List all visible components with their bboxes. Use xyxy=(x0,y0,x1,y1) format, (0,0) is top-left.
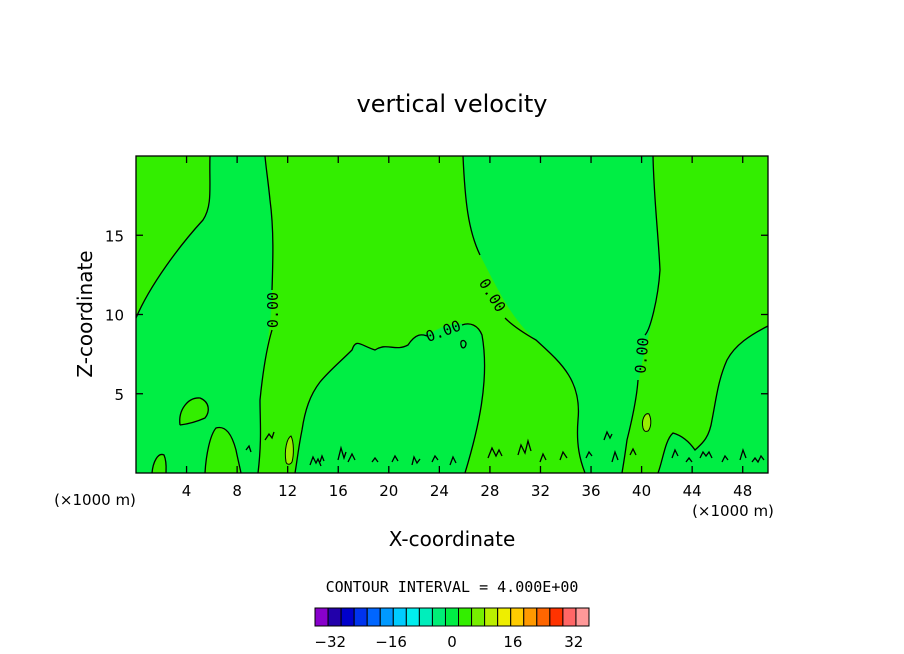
contour-center-mid xyxy=(294,323,486,474)
contour-patch-c xyxy=(151,453,167,474)
x-tick-label: 28 xyxy=(480,482,499,500)
contour-center-left xyxy=(257,155,274,474)
contour-patch-a xyxy=(179,397,209,426)
plot-area: 0.00 0.00 0.00 0.00 xyxy=(135,155,769,474)
colorbar-swatch xyxy=(327,607,342,627)
contour-center-top xyxy=(462,155,586,474)
colorbar-tick-label: 16 xyxy=(503,633,522,651)
colorbar xyxy=(314,607,590,627)
colorbar-swatch xyxy=(484,607,499,627)
colorbar-swatch xyxy=(379,607,394,627)
contour-small-loop xyxy=(460,339,467,349)
contour-left xyxy=(135,155,211,319)
colorbar-swatch xyxy=(353,607,368,627)
x-tick-label: 12 xyxy=(278,482,297,500)
x-tick-label: 40 xyxy=(632,482,651,500)
y-tick-label: 15 xyxy=(105,227,124,245)
contour-right xyxy=(621,155,661,474)
region-w-positive-patch-a xyxy=(179,397,209,425)
x-tick-label: 24 xyxy=(430,482,449,500)
x-tick-label: 20 xyxy=(379,482,398,500)
contour-label-4: 0.00 xyxy=(631,337,652,375)
colorbar-swatch xyxy=(575,607,590,627)
colorbar-ticks: −32 −16 0 16 32 xyxy=(314,633,583,651)
x-axis: 4 8 12 16 20 24 28 32 36 40 44 48 xyxy=(182,156,752,500)
y-axis: 5 10 15 xyxy=(105,227,768,404)
region-w-positive-center xyxy=(258,156,585,473)
y-tick-label: 10 xyxy=(105,307,124,325)
x-tick-label: 8 xyxy=(232,482,242,500)
contour-right-edge xyxy=(657,325,769,474)
colorbar-tick-label: −16 xyxy=(375,633,407,651)
colorbar-swatch xyxy=(549,607,564,627)
x-tick-label: 36 xyxy=(581,482,600,500)
x-tick-label: 32 xyxy=(531,482,550,500)
region-w-strong-positive-a xyxy=(284,435,294,465)
y-tick-label: 5 xyxy=(114,386,124,404)
colorbar-tick-label: 32 xyxy=(564,633,583,651)
colorbar-swatch xyxy=(392,607,407,627)
colorbar-swatch xyxy=(431,607,446,627)
colorbar-swatch xyxy=(497,607,512,627)
colorbar-swatch xyxy=(536,607,551,627)
x-axis-label: X-coordinate xyxy=(389,527,516,551)
colorbar-swatch xyxy=(444,607,460,627)
x-tick-label: 4 xyxy=(182,482,192,500)
y-axis-label: Z-coordinate xyxy=(73,250,97,377)
x-unit-right: (×1000 m) xyxy=(692,502,774,520)
contour-patch-b xyxy=(204,426,242,474)
colorbar-swatch xyxy=(314,607,329,627)
region-w-positive-left xyxy=(136,156,210,318)
colorbar-swatch xyxy=(458,607,473,627)
colorbar-tick-label: −32 xyxy=(314,633,346,651)
x-tick-label: 16 xyxy=(329,482,348,500)
region-w-strong-positive-b xyxy=(642,413,652,432)
colorbar-swatch xyxy=(471,607,486,627)
colorbar-swatch xyxy=(340,607,355,627)
region-w-positive-patch-c xyxy=(152,454,167,473)
colorbar-tick-label: 0 xyxy=(447,633,457,651)
x-unit-left: (×1000 m) xyxy=(54,491,136,509)
colorbar-swatch xyxy=(405,607,420,627)
colorbar-swatch xyxy=(366,607,381,627)
contour-label-1: 0.00 xyxy=(264,292,282,328)
region-w-positive-right xyxy=(622,156,768,473)
colorbar-swatch xyxy=(510,607,525,627)
contour-lines xyxy=(135,155,769,474)
x-tick-label: 48 xyxy=(733,482,752,500)
colorbar-swatch xyxy=(418,607,433,627)
colorbar-swatch xyxy=(562,607,577,627)
contour-surface-noise xyxy=(245,430,765,467)
contour-interval-text: CONTOUR INTERVAL = 4.000E+00 xyxy=(326,578,579,596)
colorbar-swatch xyxy=(523,607,538,627)
x-tick-label: 44 xyxy=(683,482,702,500)
chart-title: vertical velocity xyxy=(357,90,548,118)
